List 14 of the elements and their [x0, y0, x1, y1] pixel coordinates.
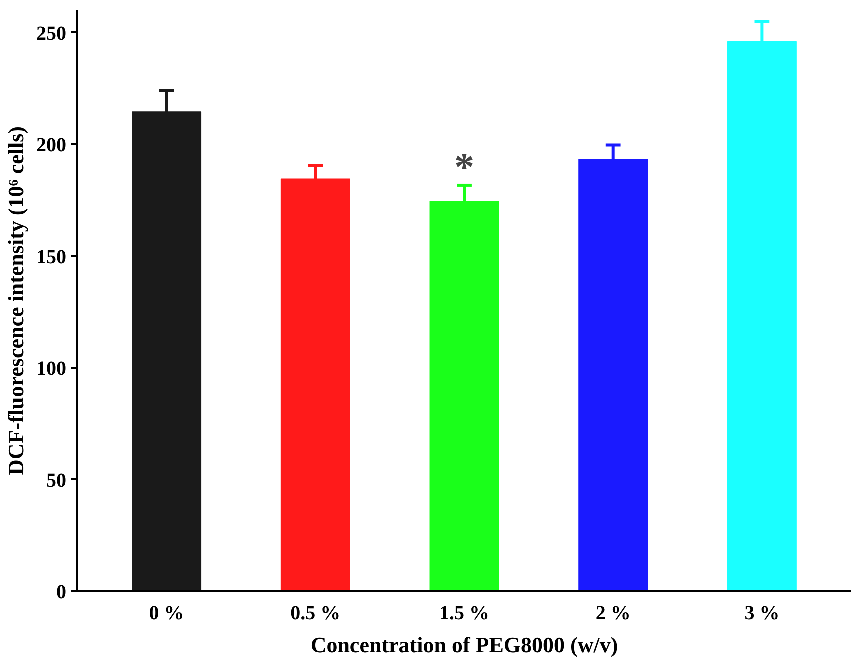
y-tick-label: 100 — [36, 358, 66, 380]
x-tick-label: 3 % — [744, 602, 780, 624]
x-axis-title: Concentration of PEG8000 (w/v) — [310, 632, 618, 658]
x-tick-label: 0 % — [149, 602, 184, 624]
y-tick-label: 200 — [36, 134, 66, 157]
y-tick-label: 150 — [36, 246, 66, 268]
y-tick-label: 50 — [46, 470, 66, 492]
x-tick-label: 2 % — [596, 602, 631, 624]
x-tick-label: 1.5 % — [440, 602, 490, 624]
y-tick-label: 0 — [56, 582, 66, 604]
y-axis-title: DCF-fluorescence intensity (10⁶ cells) — [4, 126, 28, 476]
annotation: * — [454, 144, 474, 190]
x-tick-label: 0.5 % — [290, 602, 341, 624]
y-tick-label: 250 — [36, 22, 66, 45]
